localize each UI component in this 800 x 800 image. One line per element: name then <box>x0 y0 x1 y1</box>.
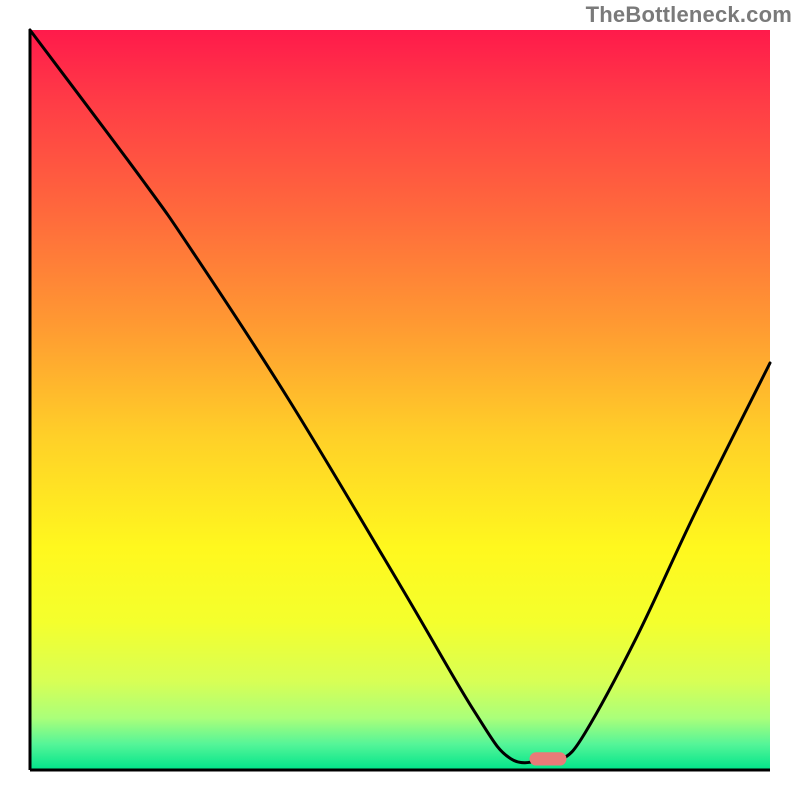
plot-background <box>30 30 770 770</box>
chart-container: { "watermark": { "text": "TheBottleneck.… <box>0 0 800 800</box>
optimal-marker-pill <box>530 752 567 765</box>
bottleneck-curve-chart <box>0 0 800 800</box>
watermark-text: TheBottleneck.com <box>586 2 792 28</box>
